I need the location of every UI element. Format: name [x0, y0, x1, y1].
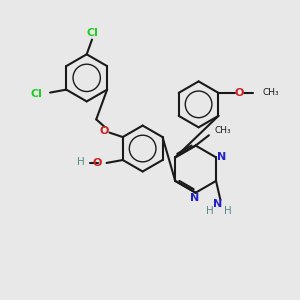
Text: Cl: Cl [87, 28, 98, 38]
Text: H: H [224, 206, 232, 216]
Text: CH₃: CH₃ [262, 88, 279, 97]
Text: Cl: Cl [31, 89, 43, 99]
Text: H: H [77, 158, 85, 167]
Text: N: N [190, 193, 199, 203]
Text: O: O [92, 158, 101, 168]
Text: N: N [217, 152, 226, 162]
Text: CH₃: CH₃ [215, 126, 231, 135]
Text: N: N [214, 200, 223, 209]
Text: O: O [100, 126, 109, 136]
Text: H: H [206, 206, 214, 216]
Text: O: O [235, 88, 244, 98]
